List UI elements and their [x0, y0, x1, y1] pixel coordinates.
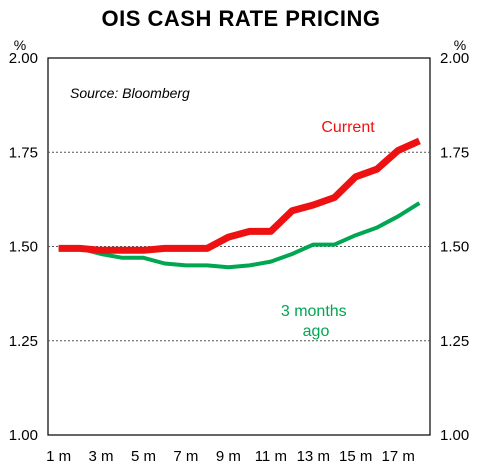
unit-label-right: %: [454, 37, 466, 53]
unit-label-left: %: [14, 37, 26, 53]
series-line-current: [58, 137, 421, 254]
y-tick-label-left: 1.25: [9, 333, 38, 350]
source-note: Source: Bloomberg: [70, 85, 190, 101]
axis-labels: 1.00 1.00 1.25 1.25 1.50 1.50 1.75 1.75 2.00 2.00…: [9, 50, 469, 465]
series-lines: [58, 137, 421, 270]
y-tick-label-right: 2.00: [440, 50, 469, 67]
series-label-3-months-ago: 3 months ago: [281, 303, 351, 340]
y-tick-label-left: 1.00: [9, 427, 38, 444]
gridlines: [48, 151, 430, 342]
chart-title: OIS CASH RATE PRICING: [101, 6, 381, 31]
y-tick-label-left: 1.50: [9, 239, 38, 256]
y-tick-label-right: 1.25: [440, 333, 469, 350]
x-tick-label: 15 m: [339, 448, 372, 465]
x-tick-label: 5 m: [131, 448, 156, 465]
x-tick-label: 17 m: [381, 448, 414, 465]
y-tick-label-left: 1.75: [9, 144, 38, 161]
x-tick-label: 1 m: [46, 448, 71, 465]
series-label-3-months-ago-line-2: ago: [303, 323, 330, 340]
series-label-current: Current: [321, 119, 375, 136]
series-line-3-months-ago: [58, 201, 421, 270]
y-tick-label-right: 1.75: [440, 144, 469, 161]
y-tick-label-right: 1.00: [440, 427, 469, 444]
x-tick-label: 9 m: [216, 448, 241, 465]
series-label-3-months-ago-line-1: 3 months: [281, 303, 347, 320]
x-tick-label: 11 m: [255, 448, 287, 465]
y-tick-label-left: 2.00: [9, 50, 38, 67]
y-tick-label-right: 1.50: [440, 239, 469, 256]
x-tick-label: 7 m: [173, 448, 198, 465]
x-tick-label: 13 m: [297, 448, 330, 465]
x-tick-label: 3 m: [89, 448, 114, 465]
